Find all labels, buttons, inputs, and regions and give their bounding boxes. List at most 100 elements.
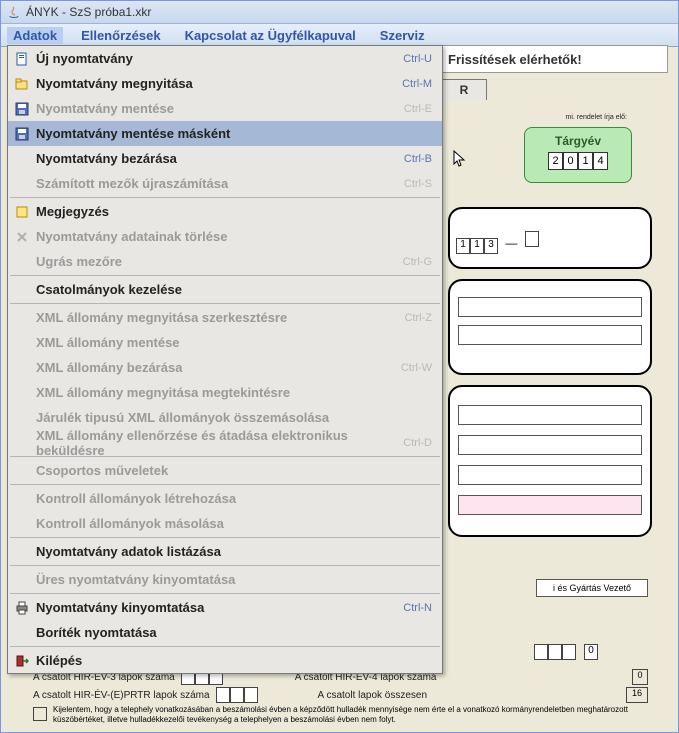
bottom-form: A csatolt HIR-EV-3 lapok száma A csatolt… xyxy=(33,669,648,726)
hirevprtr-label: A csatolt HIR-ÉV-(E)PRTR lapok száma xyxy=(33,690,210,701)
menuitem-label: Nyomtatvány adatok listázása xyxy=(32,544,432,559)
menuitem-sz-m-tott-mez-k-jrasz-m-t-sa: Számított mezők újraszámítása Ctrl-S xyxy=(8,171,442,196)
declaration-text: Kijelentem, hogy a telephely vonatkozásá… xyxy=(53,705,648,724)
menuitem-xml-llom-ny-ellen-rz-se-s-tad-: XML állomány ellenőrzése és átadása elek… xyxy=(8,430,442,455)
menuitem-label: Nyomtatvány kinyomtatása xyxy=(32,600,395,615)
osszesen-label: A csatolt lapok összesen xyxy=(318,690,428,701)
app-window: ÁNYK - SzS próba1.xkr Adatok Ellenőrzések… xyxy=(0,0,679,733)
menuitem-csatolm-nyok-kezel-se[interactable]: Csatolmányok kezelése xyxy=(8,277,442,302)
window-title: ÁNYK - SzS próba1.xkr xyxy=(26,5,151,19)
menuitem-shortcut: Ctrl-D xyxy=(403,437,432,449)
code-triple: 113 — xyxy=(456,231,539,254)
menu-bar[interactable]: Adatok Ellenőrzések Kapcsolat az Ügyfélkap… xyxy=(1,24,678,47)
menuitem-kontroll-llom-nyok-l-trehoz-sa: Kontroll állományok létrehozása xyxy=(8,486,442,511)
menuitem-shortcut: Ctrl-U xyxy=(403,53,432,65)
menuitem-shortcut: Ctrl-E xyxy=(404,103,432,115)
menuitem-kontroll-llom-nyok-m-sol-sa: Kontroll állományok másolása xyxy=(8,511,442,536)
menuitem-nyomtatv-ny-ment-se-m-sk-nt[interactable]: Nyomtatvány mentése másként xyxy=(8,121,442,146)
menuitem-label: XML állomány ellenőrzése és átadása elek… xyxy=(32,428,395,458)
menu-adatok[interactable]: Adatok xyxy=(7,27,63,44)
osszesen-val: 16 xyxy=(626,687,648,703)
menuitem-label: Kontroll állományok másolása xyxy=(32,516,432,531)
note-icon xyxy=(12,205,32,219)
menuitem-label: Új nyomtatvány xyxy=(32,51,395,66)
menuitem-shortcut: Ctrl-G xyxy=(403,256,432,268)
declaration-checkbox[interactable] xyxy=(33,707,47,721)
menuitem-label: XML állomány mentése xyxy=(32,335,432,350)
menuitem-shortcut: Ctrl-Z xyxy=(405,312,433,324)
menu-ellenőrzések[interactable]: Ellenőrzések xyxy=(75,27,167,44)
menuitem-nyomtatv-ny-bez-r-sa[interactable]: Nyomtatvány bezárása Ctrl-B xyxy=(8,146,442,171)
menuitem-nyomtatv-ny-kinyomtat-sa[interactable]: Nyomtatvány kinyomtatása Ctrl-N xyxy=(8,595,442,620)
adatok-dropdown: Új nyomtatvány Ctrl-U Nyomtatvány megnyitá… xyxy=(7,45,443,674)
target-year-label: Tárgyév xyxy=(525,134,631,148)
role-box: i és Gyártás Vezető xyxy=(536,579,648,597)
code-digit: 1 xyxy=(470,238,484,254)
new-doc-icon xyxy=(12,52,32,66)
menuitem-label: Nyomtatvány adatainak törlése xyxy=(32,229,432,244)
print-icon xyxy=(12,601,32,615)
year-digit: 4 xyxy=(593,152,608,170)
menuitem-shortcut: Ctrl-M xyxy=(402,78,432,90)
menuitem-ugr-s-mez-re: Ugrás mezőre Ctrl-G xyxy=(8,249,442,274)
menuitem-label: Ugrás mezőre xyxy=(32,254,395,269)
form-note-text: mi. rendelet írja elő: xyxy=(566,114,627,121)
menuitem-label: Nyomtatvány mentése xyxy=(32,101,396,116)
menuitem-xml-llom-ny-ment-se: XML állomány mentése xyxy=(8,330,442,355)
menuitem-xml-llom-ny-megnyit-sa-megteki: XML állomány megnyitása megtekintésre xyxy=(8,380,442,405)
form-box-3 xyxy=(448,385,652,537)
form-area: mi. rendelet írja elő: Tárgyév 2014 113 … xyxy=(441,99,672,726)
menuitem-label: Boríték nyomtatása xyxy=(32,625,432,640)
menuitem-label: XML állomány bezárása xyxy=(32,360,393,375)
menuitem-label: Kontroll állományok létrehozása xyxy=(32,491,432,506)
code-digit: 1 xyxy=(456,238,470,254)
menuitem-label: Üres nyomtatvány kinyomtatása xyxy=(32,572,432,587)
update-notice: Frissítések elérhetők! xyxy=(441,45,668,73)
open-doc-icon xyxy=(12,77,32,91)
menuitem-shortcut: Ctrl-B xyxy=(404,153,432,165)
target-year-digits: 2014 xyxy=(525,152,631,170)
target-year-box: Tárgyév 2014 xyxy=(524,127,632,183)
saveas-icon xyxy=(12,127,32,141)
menuitem-xml-llom-ny-bez-r-sa: XML állomány bezárása Ctrl-W xyxy=(8,355,442,380)
menuitem-bor-t-k-nyomtat-sa[interactable]: Boríték nyomtatása xyxy=(8,620,442,645)
menuitem-shortcut: Ctrl-N xyxy=(403,602,432,614)
form-box-1: 113 — xyxy=(448,207,652,269)
title-bar: ÁNYK - SzS próba1.xkr xyxy=(1,1,678,24)
menuitem-xml-llom-ny-megnyit-sa-szerkes: XML állomány megnyitása szerkesztésre Ctr… xyxy=(8,305,442,330)
java-icon xyxy=(7,5,21,19)
menuitem-label: Megjegyzés xyxy=(32,204,432,219)
menuitem-label: Nyomtatvány mentése másként xyxy=(32,126,432,141)
form-box-2 xyxy=(448,279,652,375)
digits-box-1: 0 xyxy=(534,644,598,663)
menuitem-megjegyz-s[interactable]: Megjegyzés xyxy=(8,199,442,224)
menuitem-label: Nyomtatvány megnyitása xyxy=(32,76,394,91)
save-icon xyxy=(12,102,32,116)
notice-text: Frissítések elérhetők! xyxy=(448,52,582,67)
menuitem-nyomtatv-ny-adatainak-t-rl-se: Nyomtatvány adatainak törlése xyxy=(8,224,442,249)
exit-icon xyxy=(12,654,32,668)
menuitem-label: XML állomány megnyitása megtekintésre xyxy=(32,385,432,400)
year-digit: 2 xyxy=(548,152,563,170)
menuitem-nyomtatv-ny-megnyit-sa[interactable]: Nyomtatvány megnyitása Ctrl-M xyxy=(8,71,442,96)
menuitem-label: Nyomtatvány bezárása xyxy=(32,151,396,166)
menuitem-label: Számított mezők újraszámítása xyxy=(32,176,396,191)
menu-kapcsolat az ügyfélkapuval[interactable]: Kapcsolat az Ügyfélkapuval xyxy=(179,27,362,44)
menuitem-csoportos-m-veletek: Csoportos műveletek xyxy=(8,458,442,483)
menuitem-label: Kilépés xyxy=(32,653,432,668)
menuitem--j-nyomtatv-ny[interactable]: Új nyomtatvány Ctrl-U xyxy=(8,46,442,71)
menu-szerviz[interactable]: Szerviz xyxy=(374,27,431,44)
menuitem-label: XML állomány megnyitása szerkesztésre xyxy=(32,310,397,325)
tab-stub[interactable]: R xyxy=(441,79,487,100)
menuitem-label: Csoportos műveletek xyxy=(32,463,432,478)
year-digit: 0 xyxy=(563,152,578,170)
menuitem--res-nyomtatv-ny-kinyomtat-sa: Üres nyomtatvány kinyomtatása xyxy=(8,567,442,592)
menuitem-kil-p-s[interactable]: Kilépés xyxy=(8,648,442,673)
code-digit: 3 xyxy=(484,238,498,254)
delete-icon xyxy=(12,230,32,244)
menuitem-shortcut: Ctrl-S xyxy=(404,178,432,190)
menuitem-shortcut: Ctrl-W xyxy=(401,362,432,374)
menuitem-label: Csatolmányok kezelése xyxy=(32,282,432,297)
menuitem-nyomtatv-ny-adatok-list-z-sa[interactable]: Nyomtatvány adatok listázása xyxy=(8,539,442,564)
year-digit: 1 xyxy=(578,152,593,170)
